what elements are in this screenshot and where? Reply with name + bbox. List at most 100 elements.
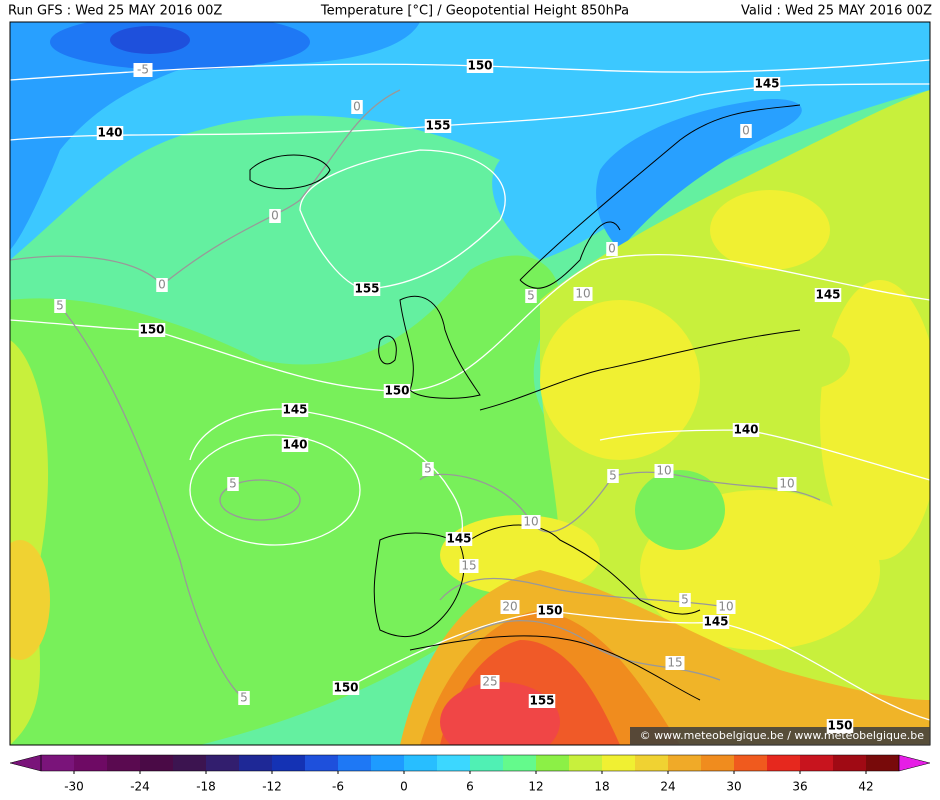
- temperature-label: 10: [575, 287, 590, 301]
- colorbar-segment: [305, 755, 339, 771]
- colorbar-arrow-high: [898, 754, 931, 772]
- colorbar-segment: [173, 755, 207, 771]
- temperature-label-box: [500, 600, 520, 614]
- colorbar-arrow-low: [9, 754, 42, 772]
- height-label: 145: [703, 615, 728, 629]
- colorbar-tick-label: -12: [262, 780, 282, 794]
- colorbar-tick-label: 6: [466, 780, 474, 794]
- height-label-box: [281, 438, 309, 452]
- colorbar-segment: [272, 755, 306, 771]
- colorbar-tick-label: 12: [528, 780, 543, 794]
- colorbar-tick-label: 18: [594, 780, 609, 794]
- height-label: 155: [425, 119, 450, 133]
- colorbar-segment: [833, 755, 867, 771]
- colorbar-segment: [41, 755, 75, 771]
- temperature-label-box: [606, 242, 618, 256]
- temperature-label: 25: [482, 675, 497, 689]
- height-label-box: [445, 532, 473, 546]
- height-label: 150: [139, 323, 164, 337]
- temperature-label-box: [351, 100, 363, 114]
- colorbar-segment: [74, 755, 108, 771]
- height-label-box: [138, 323, 166, 337]
- colorbar-segment: [536, 755, 570, 771]
- temperature-label-box: [133, 63, 153, 77]
- colorbar-tick-label: -24: [130, 780, 150, 794]
- colorbar-segment: [140, 755, 174, 771]
- temperature-label: 5: [424, 462, 432, 476]
- colorbar-segment: [734, 755, 768, 771]
- height-label-box: [528, 694, 556, 708]
- height-label-box: [332, 681, 360, 695]
- temperature-label-box: [716, 600, 736, 614]
- temperature-label-box: [238, 691, 250, 705]
- colorbar-tick-label: 0: [400, 780, 408, 794]
- temperature-label-box: [665, 656, 685, 670]
- temperature-label-box: [573, 287, 593, 301]
- temperature-label: 20: [502, 600, 517, 614]
- height-label: 145: [815, 288, 840, 302]
- colorbar-segment: [239, 755, 273, 771]
- height-label-box: [466, 59, 494, 73]
- temperature-label-box: [525, 289, 537, 303]
- height-label: 140: [282, 438, 307, 452]
- temperature-label-box: [740, 124, 752, 138]
- temperature-label-box: [607, 469, 619, 483]
- height-label-box: [814, 288, 842, 302]
- height-label: 150: [537, 604, 562, 618]
- colorbar-segment: [800, 755, 834, 771]
- temperature-label-box: [459, 559, 479, 573]
- colorbar-segment: [569, 755, 603, 771]
- temperature-label: 15: [667, 656, 682, 670]
- height-label: 155: [354, 282, 379, 296]
- colorbar-segment: [668, 755, 702, 771]
- temperature-label: 0: [608, 242, 616, 256]
- valid-info: Valid : Wed 25 MAY 2016 00Z: [741, 4, 932, 19]
- map-title: Temperature [°C] / Geopotential Height 8…: [320, 4, 629, 19]
- height-label: 145: [754, 77, 779, 91]
- temperature-label-box: [54, 299, 66, 313]
- temperature-label-box: [227, 477, 239, 491]
- height-label: 150: [333, 681, 358, 695]
- temperature-label: 10: [779, 477, 794, 491]
- colorbar-tick-label: -6: [332, 780, 344, 794]
- height-label: 155: [529, 694, 554, 708]
- colorbar-tick-label: 36: [792, 780, 807, 794]
- temperature-label: 10: [656, 464, 671, 478]
- colorbar-segment: [503, 755, 537, 771]
- height-label-box: [281, 403, 309, 417]
- colorbar-segment: [107, 755, 141, 771]
- colorbar-segment: [635, 755, 669, 771]
- colorbar-segment: [602, 755, 636, 771]
- temperature-field: [10, 22, 930, 745]
- temperature-label: 10: [523, 515, 538, 529]
- temperature-label-box: [521, 515, 541, 529]
- colorbar-segment: [404, 755, 438, 771]
- temperature-label-box: [269, 209, 281, 223]
- temperature-label: 5: [240, 691, 248, 705]
- colorbar-segment: [866, 755, 900, 771]
- height-label-box: [424, 119, 452, 133]
- colorbar-segment: [338, 755, 372, 771]
- height-label: 150: [827, 719, 852, 733]
- colorbar-tick-label: 24: [660, 780, 675, 794]
- colorbar-segment: [470, 755, 504, 771]
- temperature-label: 0: [742, 124, 750, 138]
- temperature-label: 0: [271, 209, 279, 223]
- height-label: 145: [282, 403, 307, 417]
- colorbar-segment: [371, 755, 405, 771]
- temperature-label-box: [156, 278, 168, 292]
- temperature-label: 5: [681, 593, 689, 607]
- height-label-box: [732, 423, 760, 437]
- temperature-label-box: [480, 675, 500, 689]
- run-info: Run GFS : Wed 25 MAY 2016 00Z: [8, 4, 222, 19]
- height-label-box: [826, 719, 854, 733]
- temperature-label: 0: [158, 278, 166, 292]
- height-label-box: [353, 282, 381, 296]
- temperature-label: 15: [461, 559, 476, 573]
- temperature-label-box: [654, 464, 674, 478]
- colorbar-segment: [206, 755, 240, 771]
- height-label-box: [536, 604, 564, 618]
